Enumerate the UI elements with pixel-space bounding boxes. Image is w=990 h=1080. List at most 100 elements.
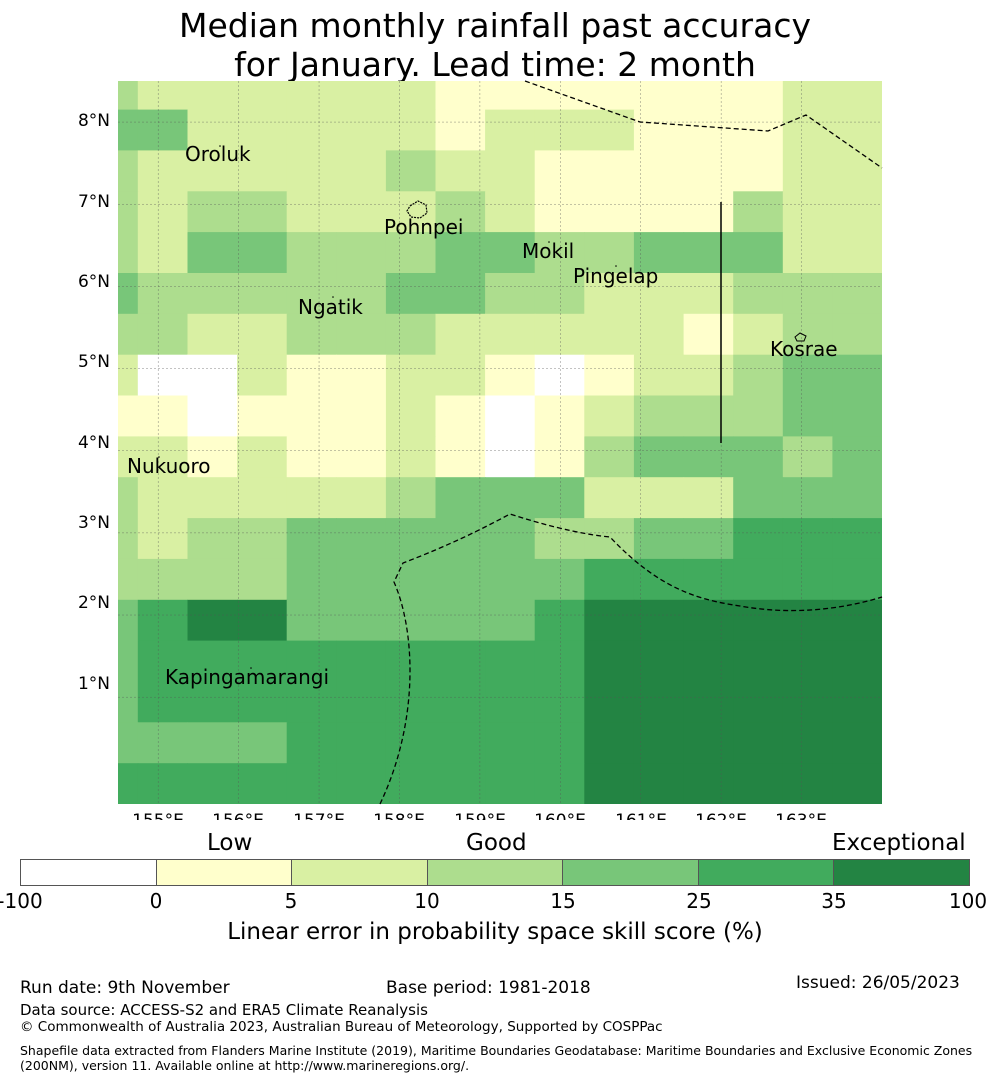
issued-date: Issued: 26/05/2023 [796, 973, 960, 993]
skill-cell [385, 599, 437, 642]
skill-cell [187, 313, 238, 356]
chart-title-line-2: for January. Lead time: 2 month [234, 45, 756, 84]
skill-cell [286, 81, 337, 111]
skill-cell [137, 109, 188, 151]
skill-cell [137, 722, 188, 764]
skill-cell [633, 273, 685, 315]
skill-cell [534, 518, 585, 560]
skill-cell [584, 273, 635, 315]
colorbar-tick: 5 [284, 889, 298, 913]
skill-cell [118, 477, 139, 519]
colorbar-category-low: Low [207, 830, 253, 856]
skill-cell [584, 81, 635, 111]
skill-cell [385, 436, 437, 478]
skill-cell [683, 558, 734, 601]
skill-cell [336, 681, 387, 723]
colorbar-tick: 100 [948, 889, 988, 913]
skill-cell [633, 518, 685, 560]
skill-cell [187, 518, 238, 560]
skill-cell [385, 150, 437, 192]
skill-cell [385, 354, 437, 397]
eez-boundary-south [379, 513, 883, 805]
skill-cell [633, 81, 685, 111]
skill-cell [485, 436, 536, 478]
colorbar-segment [156, 860, 293, 885]
skill-cell [286, 763, 337, 804]
skill-cell [733, 640, 784, 682]
skill-cell [584, 232, 635, 274]
skill-grid [118, 81, 882, 804]
colorbar-segment [698, 860, 835, 885]
skill-cell [435, 150, 486, 192]
skill-cell [683, 763, 734, 804]
lat-tick-3: 3°N [78, 513, 110, 533]
kosrae-island [794, 332, 807, 342]
skill-cell [137, 191, 188, 233]
skill-cell [237, 191, 288, 233]
skill-cell [336, 722, 387, 764]
skill-cell [118, 395, 139, 437]
skill-cell [485, 109, 536, 151]
skill-cell [683, 81, 734, 111]
skill-cell [187, 477, 238, 519]
lon-tick-156: 156°E [212, 811, 264, 820]
skill-cell [137, 313, 188, 356]
skill-cell [584, 518, 635, 560]
skill-cell [435, 763, 486, 804]
skill-cell [137, 81, 188, 111]
skill-cell [733, 763, 784, 804]
place-label-pingelap: Pingelap [573, 264, 658, 288]
skill-cell [286, 518, 337, 560]
skill-cell [336, 232, 387, 274]
skill-cell [237, 599, 288, 642]
chart-title-line-1: Median monthly rainfall past accuracy [178, 6, 812, 45]
lon-tick-161: 161°E [615, 811, 667, 820]
skill-cell [336, 354, 387, 397]
lon-tick-155: 155°E [132, 811, 184, 820]
skill-cell [782, 558, 833, 601]
skill-cell [832, 518, 882, 560]
skill-cell [683, 722, 734, 764]
skill-cell [237, 558, 288, 601]
skill-cell [187, 191, 238, 233]
skill-cell [832, 640, 882, 682]
skill-cell [385, 477, 437, 519]
skill-cell [584, 763, 635, 804]
skill-cell [584, 354, 635, 397]
skill-cell [286, 313, 337, 356]
skill-cell [187, 232, 238, 274]
axis-ticks: 155°E 156°E 157°E 158°E 159°E 160°E 161°… [78, 111, 827, 820]
skill-cell [782, 81, 833, 111]
skill-cell [633, 232, 685, 274]
skill-cell [286, 722, 337, 764]
skill-cell [782, 436, 833, 478]
place-label-nukuoro: Nukuoro [127, 454, 211, 478]
colorbar-segment [427, 860, 564, 885]
colorbar-segment [21, 860, 157, 885]
skill-cell [733, 558, 784, 601]
skill-cell [286, 191, 337, 233]
skill-cell [485, 232, 536, 274]
skill-cell [118, 109, 139, 151]
skill-cell [733, 436, 784, 478]
skill-cell [118, 640, 139, 682]
skill-cell [118, 313, 139, 356]
colorbar-segment [834, 860, 970, 885]
skill-cell [435, 273, 486, 315]
skill-cell [683, 518, 734, 560]
shapefile-credit-line-1: Shapefile data extracted from Flanders M… [20, 1043, 973, 1058]
skill-cell [485, 313, 536, 356]
skill-cell [534, 150, 585, 192]
skill-cell [683, 681, 734, 723]
skill-cell [286, 109, 337, 151]
skill-cell [118, 232, 139, 274]
skill-cell [485, 150, 536, 192]
skill-cell [237, 763, 288, 804]
skill-cell [187, 150, 238, 192]
skill-cell [633, 681, 685, 723]
skill-cell [137, 763, 188, 804]
skill-cell [286, 395, 337, 437]
skill-cell [782, 273, 833, 315]
skill-cell [534, 558, 585, 601]
skill-cell [385, 232, 437, 274]
